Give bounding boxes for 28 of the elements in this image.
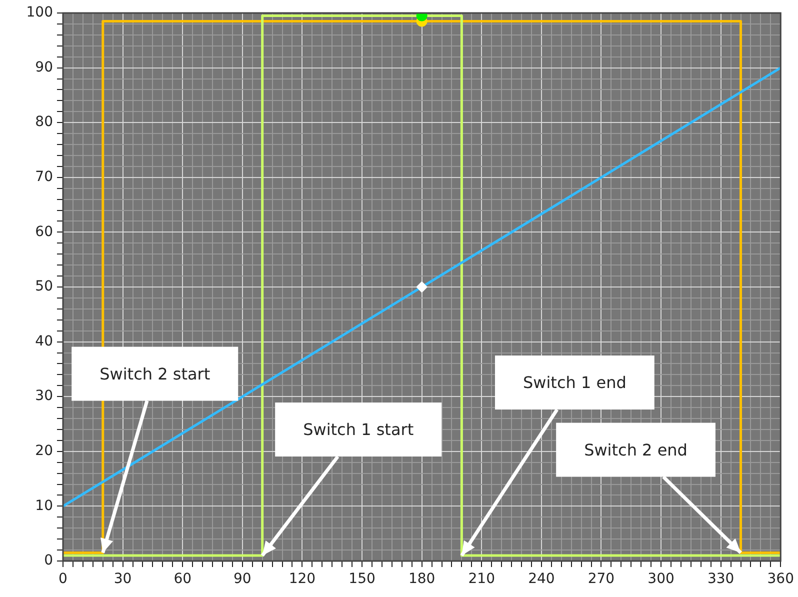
x-tick-label: 90 <box>233 571 252 588</box>
annotation: Switch 2 start <box>100 364 210 384</box>
x-tick-label: 0 <box>58 571 68 588</box>
x-tick-label: 330 <box>707 571 734 588</box>
x-tick-label: 30 <box>114 571 132 588</box>
x-tick-label: 60 <box>174 571 192 588</box>
x-tick-label: 120 <box>288 571 316 588</box>
y-tick-label: 50 <box>35 278 53 295</box>
y-tick-label: 70 <box>35 169 53 186</box>
y-tick-label: 80 <box>35 114 53 130</box>
y-tick-label: 40 <box>35 333 53 350</box>
x-tick-label: 300 <box>648 571 674 588</box>
y-tick-label: 20 <box>35 443 53 460</box>
x-tick-label: 270 <box>588 571 615 588</box>
y-tick-label: 90 <box>35 59 53 76</box>
y-tick-label: 30 <box>35 388 53 404</box>
x-tick-label: 360 <box>767 571 794 588</box>
x-tick-label: 210 <box>468 571 495 588</box>
y-tick-label: 100 <box>26 4 53 21</box>
x-tick-label: 240 <box>528 571 555 588</box>
annotation: Switch 2 end <box>584 440 688 460</box>
y-tick-label: 0 <box>44 552 53 569</box>
annotation: Switch 1 end <box>522 373 626 392</box>
x-tick-label: 180 <box>408 571 436 588</box>
x-tick-label: 150 <box>348 571 376 588</box>
annotation: Switch 1 start <box>303 420 414 440</box>
y-tick-label: 10 <box>35 498 53 514</box>
y-tick-label: 60 <box>35 224 53 240</box>
